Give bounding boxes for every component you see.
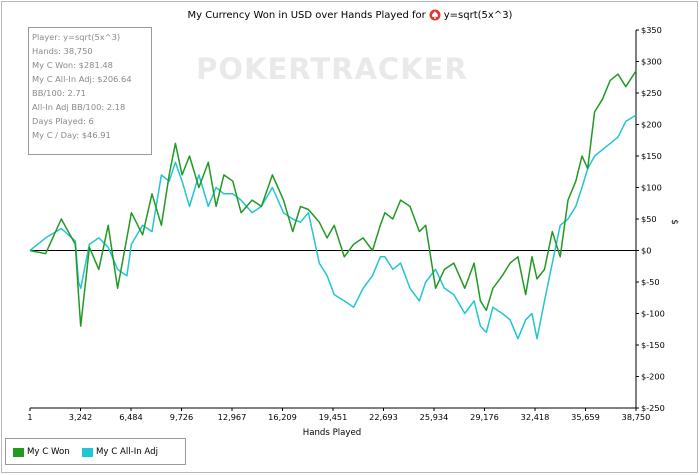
y-tick-label: $-150 [641, 340, 665, 350]
spade-icon [429, 9, 441, 21]
x-tick-label: 29,176 [470, 412, 499, 422]
legend-swatch-won [13, 447, 24, 457]
x-tick-label: 6,484 [119, 412, 142, 422]
series-layer [29, 70, 637, 340]
x-tick-label: 38,750 [622, 412, 651, 422]
tick-labels: 1 3,242 6,484 9,726 12,967 16,209 19,451 22,693… [27, 25, 664, 422]
stat-bb100: BB/100: 2.71 [32, 88, 86, 98]
legend-label-allin: My C All-In Adj [96, 447, 159, 457]
legend-item-allin: My C All-In Adj [82, 447, 158, 457]
legend-label-won: My C Won [27, 447, 70, 457]
y-tick-label: $-250 [641, 403, 665, 413]
chart-title-text: My Currency Won in USD over Hands Played… [187, 9, 426, 21]
x-tick-label: 35,659 [571, 412, 600, 422]
y-tick-label: $0 [641, 246, 651, 256]
stat-player: Player: y=sqrt(5x^3) [32, 32, 121, 42]
x-tick-label: 12,967 [218, 412, 247, 422]
legend-swatch-allin [82, 447, 93, 457]
y-tick-label: $350 [641, 25, 662, 35]
chart-title: My Currency Won in USD over Hands Played… [0, 9, 700, 21]
stats-box: Player: y=sqrt(5x^3) Hands: 38,750 My C … [28, 27, 152, 155]
stat-won: My C Won: $281.48 [32, 60, 113, 70]
legend-item-won: My C Won [13, 447, 70, 457]
y-tick-label: $300 [641, 57, 662, 67]
chart-title-player: y=sqrt(5x^3) [443, 9, 513, 21]
series-line-my-c-won [29, 70, 637, 327]
stat-per-day: My C / Day: $46.91 [32, 130, 111, 140]
x-tick-label: 19,451 [319, 412, 348, 422]
x-tick-label: 16,209 [268, 412, 297, 422]
stat-days: Days Played: 6 [32, 116, 94, 126]
x-tick-label: 32,418 [521, 412, 550, 422]
y-tick-label: $150 [641, 151, 662, 161]
series-line-my-c-all-in-adj [29, 114, 637, 340]
y-tick-label: $200 [641, 120, 662, 130]
x-tick-label: 3,242 [69, 412, 92, 422]
x-tick-label: 9,726 [170, 412, 193, 422]
legend: My C Won My C All-In Adj [5, 438, 186, 465]
y-tick-label: $-200 [641, 372, 665, 382]
y-tick-label: $-100 [641, 309, 665, 319]
watermark: POKERTRACKER [196, 52, 468, 86]
x-axis-label: Hands Played [303, 428, 362, 438]
x-tick-label: 1 [27, 412, 32, 422]
y-tick-label: $250 [641, 88, 662, 98]
x-tick-label: 25,934 [420, 412, 449, 422]
stat-allin: My C All-In Adj: $206.64 [32, 74, 132, 84]
y-tick-label: $50 [641, 214, 657, 224]
y-tick-label: $100 [641, 183, 662, 193]
stat-allin-bb100: All-In Adj BB/100: 2.18 [32, 102, 126, 112]
x-tick-label: 22,693 [369, 412, 398, 422]
y-tick-label: $-50 [641, 277, 660, 287]
stat-hands: Hands: 38,750 [32, 46, 93, 56]
y-axis-label: $ [669, 219, 679, 225]
